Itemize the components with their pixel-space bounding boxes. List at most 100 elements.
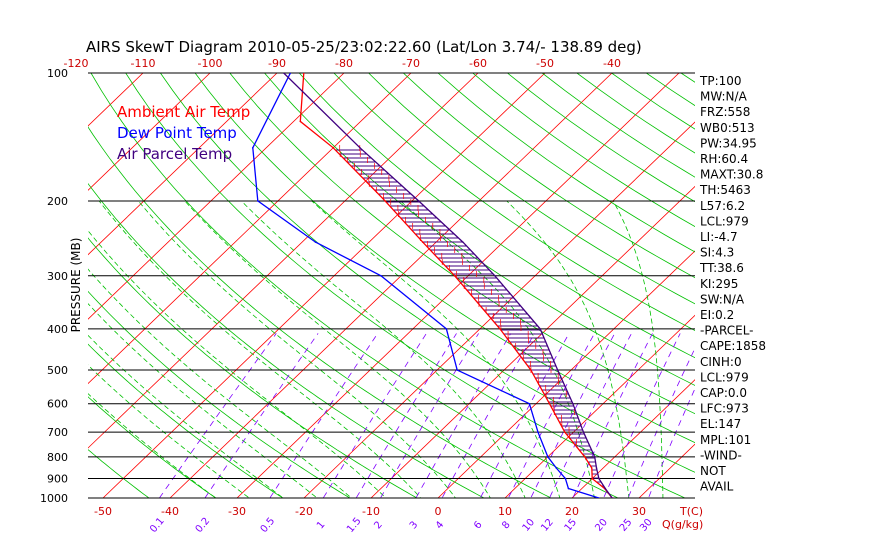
bottom-temp-tick-label: -20 <box>295 505 313 518</box>
stability-index-item: EI:0.2 <box>700 308 734 322</box>
sounding-profiles <box>251 73 613 498</box>
stability-index-item: -PARCEL- <box>700 324 754 338</box>
profile-point <box>314 241 317 243</box>
mixing-ratio-tick-label: 15 <box>563 517 580 534</box>
isotherm-line <box>88 73 412 385</box>
mixing-ratio-tick-label: 25 <box>618 517 635 534</box>
bottom-temp-tick-label: -40 <box>161 505 179 518</box>
mixing-ratio-tick-label: 0.2 <box>194 516 213 535</box>
x-axis-unit-label: T(C) <box>679 505 703 518</box>
legend-dewpoint: Dew Point Temp <box>117 124 237 142</box>
legend: Ambient Air Temp Dew Point Temp Air Parc… <box>117 103 250 163</box>
mixing-ratio-line <box>415 333 512 498</box>
mixing-ratio-tick-label: 1 <box>315 519 328 531</box>
pressure-tick-label: 400 <box>47 323 68 336</box>
mixing-ratio-tick-label: 8 <box>500 519 513 531</box>
isotherm-line <box>88 73 278 256</box>
dry-adiabat-line <box>125 73 686 498</box>
dry-adiabat-line <box>88 449 150 498</box>
profile-point <box>251 147 254 149</box>
top-temp-tick-label: -110 <box>131 57 156 70</box>
profile-point <box>499 328 501 330</box>
legend-parcel: Air Parcel Temp <box>117 145 232 163</box>
stability-index-item: TP:100 <box>699 74 742 88</box>
profile-point <box>548 402 551 405</box>
profile-point <box>572 402 574 405</box>
mixing-ratio-line <box>627 347 695 498</box>
pressure-tick-label: 800 <box>47 451 68 464</box>
stability-index-item: SI:4.3 <box>700 246 734 260</box>
stability-index-item: CINH:0 <box>700 355 742 369</box>
mixing-ratio-line <box>572 333 653 498</box>
stability-index-item: NOT <box>700 464 726 478</box>
profile-point <box>567 487 570 490</box>
chart-title: AIRS SkewT Diagram 2010-05-25/23:02:22.6… <box>86 38 642 56</box>
bottom-temp-tick-label: 30 <box>632 505 646 518</box>
pressure-tick-label: 900 <box>47 473 68 486</box>
isotherm-line <box>571 379 695 498</box>
top-temp-tick-labels: -120 -110 -100 -90 -80 -70 -60 -50 -40 <box>64 57 621 70</box>
profile-point <box>462 241 464 243</box>
profile-point <box>556 369 559 371</box>
profile-point <box>530 369 532 371</box>
profile-point <box>494 274 496 277</box>
isobar-lines <box>88 72 695 499</box>
profile-point <box>282 73 285 74</box>
moist-adiabat-line <box>612 200 664 498</box>
stability-index-item: WB0:513 <box>700 121 755 135</box>
top-temp-tick-label: -100 <box>198 57 223 70</box>
profile-point <box>359 147 361 149</box>
moist-adiabat-line <box>98 200 422 498</box>
dry-adiabat-line <box>264 73 695 386</box>
bottom-temp-tick-label: -50 <box>94 505 112 518</box>
moist-adiabat-line <box>88 268 352 498</box>
pressure-tick-labels: 100 200 300 400 500 600 700 800 900 1000 <box>40 67 68 505</box>
stability-index-item: LFC:973 <box>700 402 749 416</box>
moist-adiabat-line <box>88 393 217 498</box>
dry-adiabat-line <box>298 73 695 359</box>
stability-index-item: TT:38.6 <box>699 261 744 275</box>
stability-index-item: LI:-4.7 <box>700 230 738 244</box>
pressure-tick-label: 600 <box>47 398 68 411</box>
stability-index-item: CAPE:1858 <box>700 339 766 353</box>
stability-index-item: MPL:101 <box>700 433 751 447</box>
isotherm-line <box>370 185 695 498</box>
stability-index-item: AVAIL <box>700 480 734 494</box>
mixing-ratio-line <box>269 333 379 498</box>
profile-point <box>445 328 448 330</box>
mixing-ratio-tick-label: 10 <box>521 517 538 534</box>
profile-point <box>453 274 456 277</box>
moist-adiabat-line <box>241 200 526 498</box>
mixing-ratio-tick-label: 12 <box>539 517 556 534</box>
moist-adiabat-line <box>88 364 250 498</box>
diagram-grid <box>88 73 695 498</box>
moist-adiabat-line <box>137 200 457 498</box>
profile-point <box>563 431 566 433</box>
mixing-ratio-line <box>355 333 457 498</box>
stability-index-item: LCL:979 <box>700 214 749 228</box>
profile-point <box>595 467 598 469</box>
isotherm-line <box>437 250 695 498</box>
mixing-ratio-line <box>441 333 535 498</box>
mixing-ratio-unit-label: Q(g/kg) <box>662 518 703 531</box>
stability-index-item: MAXT:30.8 <box>700 168 763 182</box>
pressure-tick-label: 200 <box>47 195 68 208</box>
isotherm-line <box>88 73 479 449</box>
profile-point <box>611 497 613 498</box>
dry-adiabat-line <box>88 290 351 498</box>
top-temp-tick-label: -40 <box>603 57 621 70</box>
top-temp-tick-label: -70 <box>402 57 420 70</box>
isotherm-line <box>88 73 211 191</box>
dry-adiabat-line <box>88 343 284 498</box>
pressure-tick-label: 100 <box>47 67 68 80</box>
stability-index-item: L57:6.2 <box>700 199 745 213</box>
top-temp-tick-label: -60 <box>469 57 487 70</box>
profile-point <box>528 402 531 405</box>
profile-point <box>555 467 558 469</box>
isotherm-line <box>303 121 695 498</box>
dry-adiabat-line <box>646 73 695 107</box>
stability-index-item: RH:60.4 <box>700 152 748 166</box>
isotherm-line <box>236 73 680 498</box>
dry-adiabat-line <box>333 73 695 331</box>
